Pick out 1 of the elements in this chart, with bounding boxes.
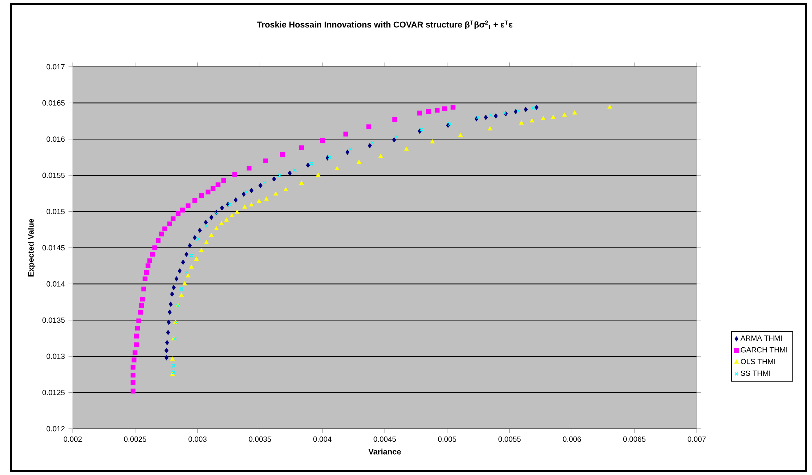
chart-title: Troskie Hossain Innovations with COVAR structure β$^{T}$βσ$^{2}$$_{I}$ + ε$^{T}$ε bbox=[257, 20, 513, 30]
